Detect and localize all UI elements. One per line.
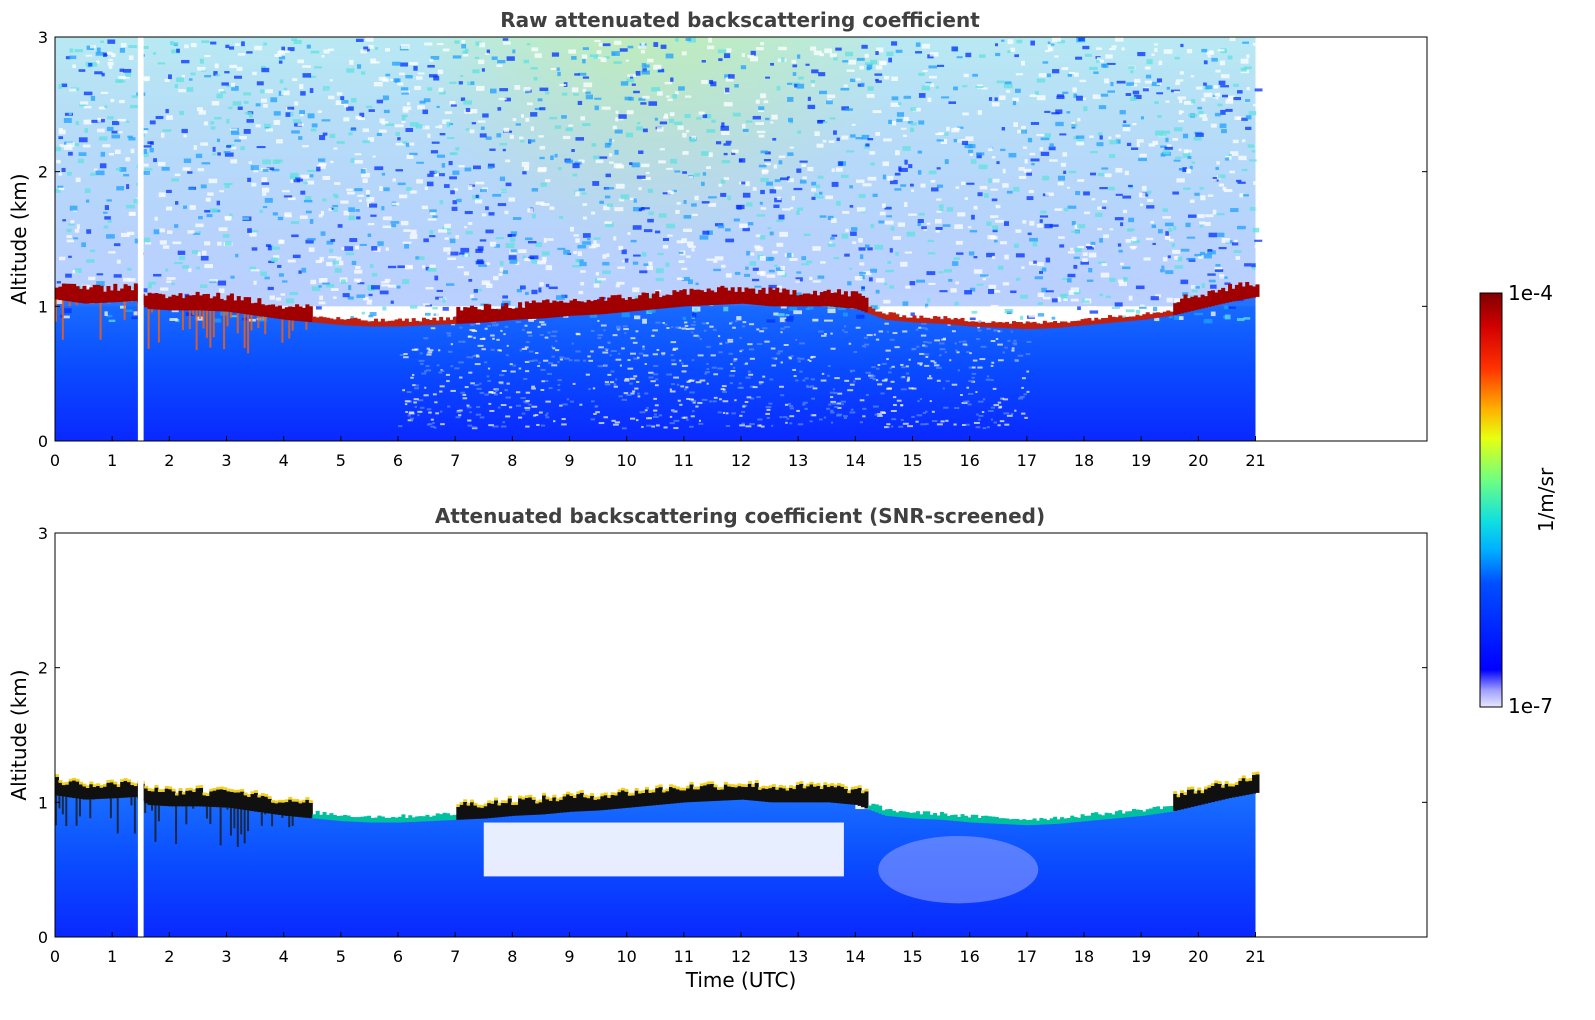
x-tick-label: 20 — [1188, 451, 1208, 470]
x-tick-label: 19 — [1131, 451, 1151, 470]
x-tick-label: 16 — [959, 451, 979, 470]
x-tick-label: 3 — [221, 947, 231, 966]
x-tick-label: 21 — [1245, 451, 1265, 470]
y-tick-label: 1 — [38, 297, 48, 316]
x-tick-label: 7 — [450, 947, 460, 966]
bottom-heatmap-data — [55, 533, 1260, 937]
x-tick-label: 16 — [959, 947, 979, 966]
y-tick-label: 3 — [38, 524, 48, 543]
x-tick-label: 2 — [164, 451, 174, 470]
x-tick-label: 11 — [674, 947, 694, 966]
colorbar-min-label: 1e-7 — [1508, 694, 1553, 718]
bottom-heatmap-panel: 0 1 2 3 4 5 6 7 8 9 10 11 12 13 14 15 16 17 18 19 20 21 0123 … — [7, 524, 1428, 992]
bottom-y-ticks: 0 1 2 3 — [38, 524, 1427, 947]
x-tick-label: 12 — [731, 947, 751, 966]
data-gap — [137, 533, 144, 937]
x-tick-label: 19 — [1131, 947, 1151, 966]
screened-region — [483, 822, 844, 877]
x-tick-label: 6 — [393, 947, 403, 966]
x-tick-label: 13 — [788, 947, 808, 966]
top-x-ticks: 0 1 2 3 4 5 6 7 8 9 10 11 12 13 14 15 16 17 18 19 20 21 — [50, 436, 1266, 470]
x-tick-label: 9 — [564, 451, 574, 470]
x-tick-label: 15 — [902, 947, 922, 966]
x-tick-label: 9 — [564, 947, 574, 966]
x-tick-label: 14 — [845, 451, 865, 470]
top-heatmap-panel: 0 1 2 3 4 5 6 7 8 9 10 11 12 13 14 15 16 17 18 19 20 21 0123 … — [7, 28, 1428, 470]
x-tick-label: 17 — [1017, 947, 1037, 966]
x-tick-label: 1 — [107, 947, 117, 966]
low-signal-patch — [878, 836, 1039, 904]
x-tick-label: 20 — [1188, 947, 1208, 966]
x-tick-label: 11 — [674, 451, 694, 470]
x-tick-label: 12 — [731, 451, 751, 470]
bottom-x-ticks: 0 1 2 3 4 5 6 7 8 9 10 11 12 13 14 15 16 17 18 19 20 21 — [50, 932, 1266, 966]
x-tick-label: 0 — [50, 451, 60, 470]
x-axis-label: Time (UTC) — [685, 968, 797, 992]
cloud-layer — [55, 771, 1260, 847]
x-tick-label: 14 — [845, 947, 865, 966]
data-gap — [137, 37, 144, 441]
y-tick-label: 0 — [38, 928, 48, 947]
colorbar-gradient — [1479, 292, 1503, 708]
x-tick-label: 3 — [221, 451, 231, 470]
y-tick-label: 2 — [38, 163, 48, 182]
midday-solar-noise — [426, 37, 884, 361]
bottom-chart-title: Attenuated backscattering coefficient (S… — [435, 504, 1045, 528]
x-tick-label: 4 — [279, 451, 289, 470]
x-tick-label: 18 — [1074, 947, 1094, 966]
x-tick-label: 1 — [107, 451, 117, 470]
x-tick-label: 10 — [616, 947, 636, 966]
top-chart-title: Raw attenuated backscattering coefficien… — [500, 8, 980, 32]
top-heatmap-data — [55, 37, 1263, 441]
y-tick-label: 0 — [38, 432, 48, 451]
x-tick-label: 0 — [50, 947, 60, 966]
x-tick-label: 8 — [507, 947, 517, 966]
y-tick-label: 2 — [38, 659, 48, 678]
x-tick-label: 6 — [393, 451, 403, 470]
x-tick-label: 13 — [788, 451, 808, 470]
y-tick-label: 1 — [38, 793, 48, 812]
x-tick-label: 5 — [336, 947, 346, 966]
x-tick-label: 10 — [616, 451, 636, 470]
x-tick-label: 21 — [1245, 947, 1265, 966]
x-tick-label: 15 — [902, 451, 922, 470]
top-y-ticks: 0 1 2 3 — [38, 28, 1427, 451]
cloud-layer — [55, 281, 1260, 354]
x-tick-label: 2 — [164, 947, 174, 966]
top-y-axis-label: Altitude (km) — [7, 173, 31, 304]
x-tick-label: 7 — [450, 451, 460, 470]
colorbar-unit-label: 1/m/sr — [1534, 467, 1558, 532]
x-tick-label: 5 — [336, 451, 346, 470]
x-tick-label: 18 — [1074, 451, 1094, 470]
colorbar: 1e-4 1e-7 1/m/sr — [1479, 281, 1558, 718]
x-tick-label: 17 — [1017, 451, 1037, 470]
x-tick-label: 8 — [507, 451, 517, 470]
colorbar-max-label: 1e-4 — [1508, 281, 1553, 305]
y-tick-label: 3 — [38, 28, 48, 47]
x-tick-label: 4 — [279, 947, 289, 966]
bottom-y-axis-label: Altitude (km) — [7, 669, 31, 800]
